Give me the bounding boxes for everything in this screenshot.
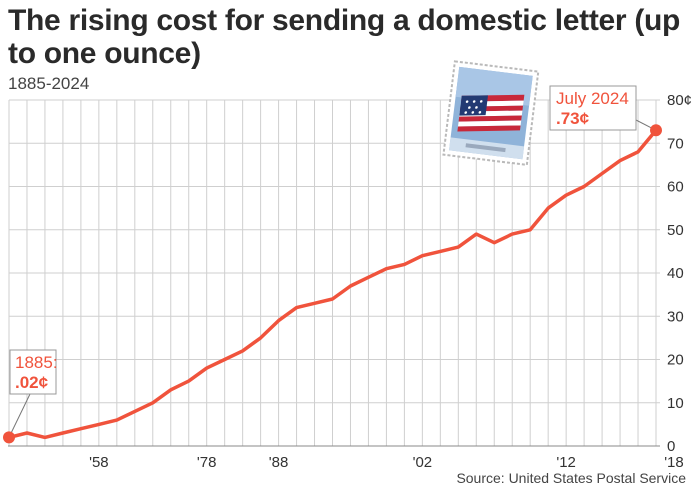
y-tick-label: 20 [667,352,684,369]
x-tick-label: '58 [89,454,109,471]
x-tick-label: '88 [269,454,289,471]
x-tick-label: '78 [197,454,217,471]
start-callout-box [9,349,57,395]
y-tick-label: 70 [667,135,684,152]
y-tick-label: 30 [667,308,684,325]
chart-title: The rising cost for sending a domestic l… [8,4,681,70]
end-callout-price: .73¢ [556,109,590,128]
chart-subtitle: 1885-2024 [8,74,90,93]
source-note: Source: United States Postal Service [456,470,686,486]
american-flag-stamp-icon [442,60,540,166]
x-tick-labels: '58'78'88'02'12'18'23 [89,454,684,471]
price-series-line [7,128,658,440]
horizontal-gridlines [9,99,660,447]
y-tick-label: 50 [667,222,684,239]
y-tick-label: 10 [667,395,684,412]
y-tick-label: 40 [667,265,684,282]
y-tick-label: 60 [667,179,684,196]
start-callout-year: 1885: [15,353,58,372]
x-tick-label: '12 [556,454,576,471]
end-point-marker [650,124,662,137]
x-tick-label: '02 [413,454,433,471]
y-tick-label: 0 [667,438,675,455]
end-callout-box [549,85,637,131]
y-tick-label: 80¢ [667,92,692,109]
y-tick-labels: 0 10 20 30 40 50 60 70 80¢ [667,92,692,455]
start-point-marker [3,431,15,444]
end-callout-date: July 2024 [556,89,629,108]
x-tick-label: '18 [664,454,684,471]
start-callout-leader [8,393,31,438]
start-callout-price: .02¢ [15,373,49,392]
